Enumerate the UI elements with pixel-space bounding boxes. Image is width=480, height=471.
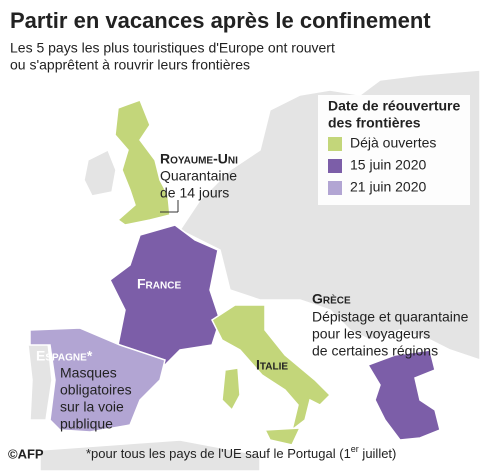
country-note: sur la voie	[60, 399, 124, 415]
country-note: publique	[60, 416, 113, 432]
ireland	[83, 148, 117, 197]
greece	[366, 349, 441, 441]
legend: Date de réouverture des frontières Déjà …	[318, 95, 470, 205]
subtitle: ou s'apprêtent à rouvrir leurs frontière…	[10, 57, 250, 73]
country-name: Royaume-Uni	[160, 151, 238, 167]
legend-label: 15 juin 2020	[350, 157, 427, 173]
sardinia	[221, 367, 241, 412]
footnote-sup: er	[351, 444, 359, 454]
country-name: Espagne*	[36, 348, 93, 364]
country-note: Dépistage et quarantaine	[312, 309, 469, 325]
country-name: Grèce	[312, 291, 351, 307]
legend-swatch	[328, 181, 342, 195]
credit: ©AFP	[8, 446, 44, 461]
footnote-text: *pour tous les pays de l'UE sauf le Port…	[86, 446, 351, 461]
france	[109, 224, 221, 366]
footnote: *pour tous les pays de l'UE sauf le Port…	[86, 444, 396, 461]
title: Partir en vacances après le confinement	[10, 8, 431, 33]
legend-title: des frontières	[328, 115, 421, 131]
footnote-text: juillet)	[359, 446, 397, 461]
country-note: de 14 jours	[160, 185, 229, 201]
legend-swatch	[328, 159, 342, 173]
country-name: Italie	[256, 357, 288, 373]
country-note: obligatoires	[60, 382, 132, 398]
subtitle: Les 5 pays les plus touristiques d'Europ…	[10, 40, 335, 56]
country-note: Quarantaine	[160, 168, 237, 184]
italy	[211, 304, 332, 432]
uk	[114, 99, 171, 226]
spain	[29, 327, 166, 433]
map	[27, 69, 480, 471]
north-africa	[39, 439, 261, 471]
legend-label: Déjà ouvertes	[350, 135, 436, 151]
country-note: pour les voyageurs	[312, 326, 430, 342]
sicily	[263, 427, 302, 446]
legend-box	[318, 95, 470, 205]
country-note: de certaines régions	[312, 343, 438, 359]
legend-label: 21 juin 2020	[350, 179, 427, 195]
country-name: France	[137, 276, 181, 292]
legend-title: Date de réouverture	[328, 98, 460, 114]
legend-swatch	[328, 137, 342, 151]
country-note: Masques	[60, 365, 117, 381]
